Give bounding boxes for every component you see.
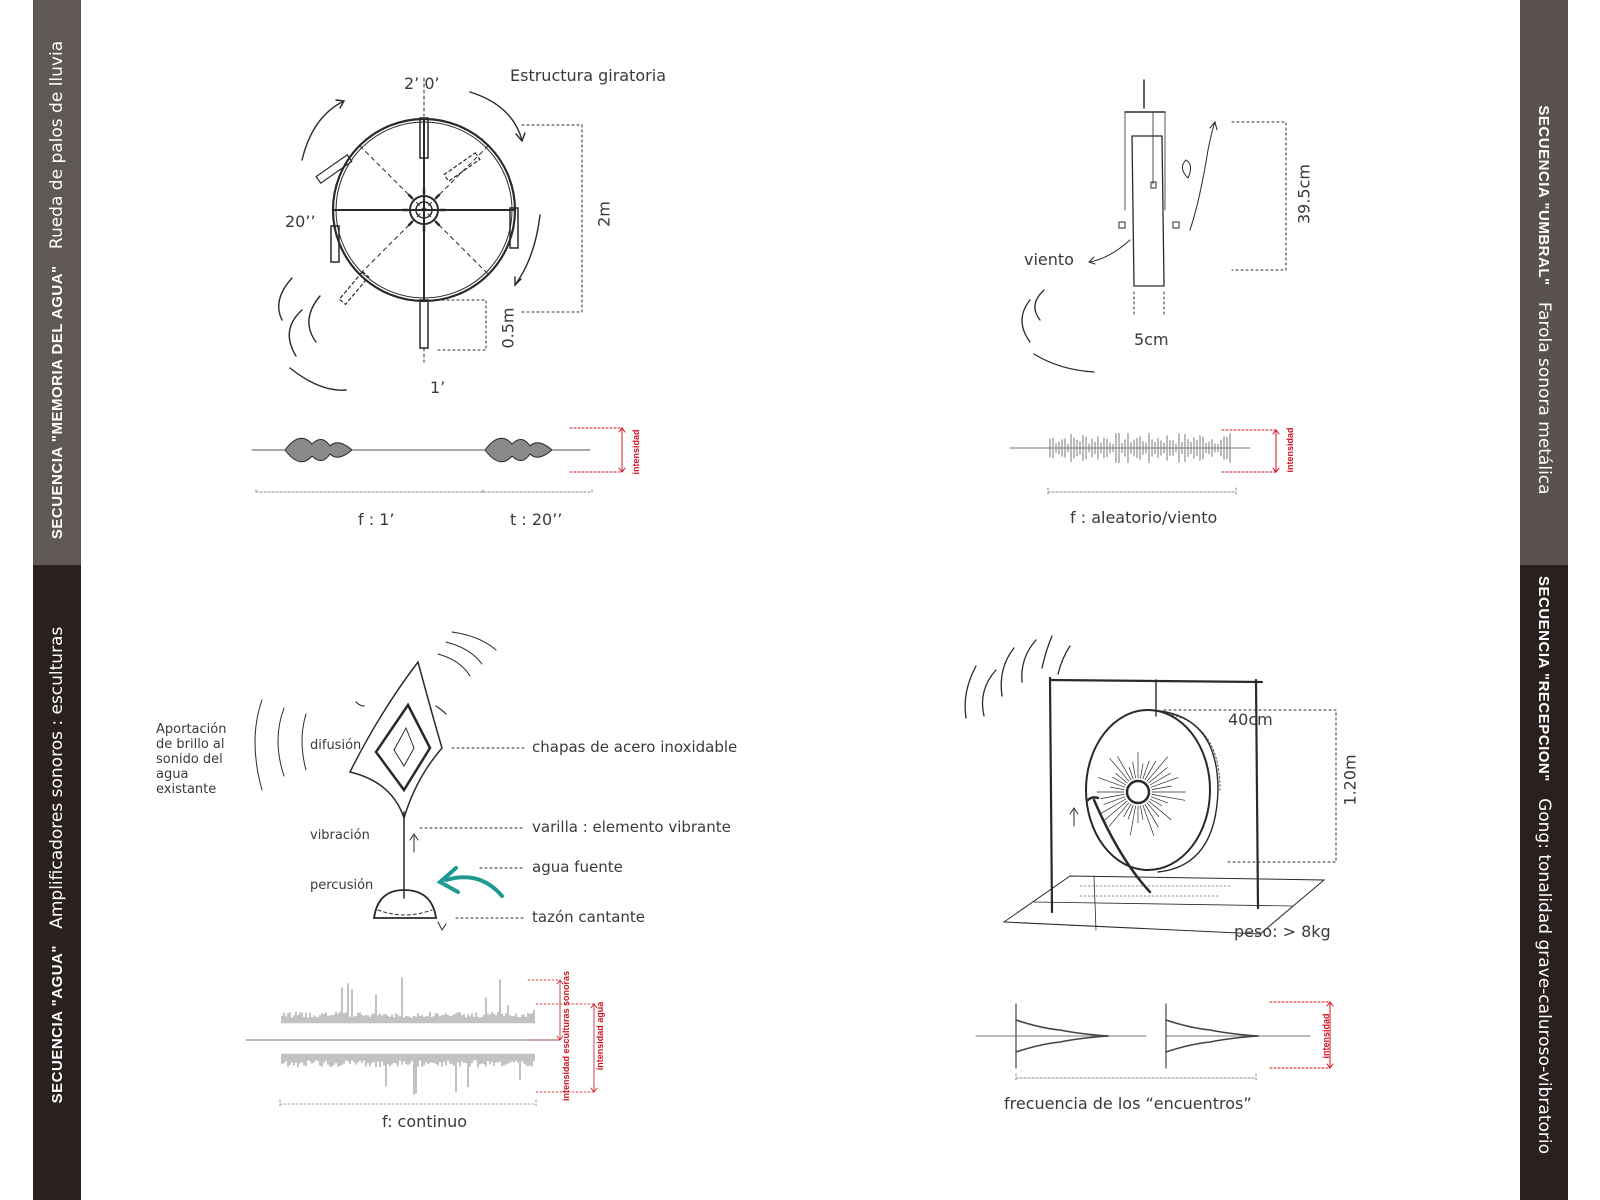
wheel-bottom-label: 1’ [430,378,446,397]
gong-ray [1109,786,1125,790]
wheel-title: Estructura giratoria [510,66,666,85]
lamp-freq-label: f : aleatorio/viento [1070,508,1218,527]
gong-width-label: 40cm [1228,710,1273,729]
wheel-time-label: t : 20’’ [510,510,563,529]
gong-ray [1142,804,1155,836]
sculpture-note: Aportación de brillo al sonido del agua … [156,722,227,797]
wheel-stick-label: 0.5m [498,307,518,349]
gong-ray [1144,803,1159,828]
gong-ray [1142,760,1150,780]
wheel-top-label: 2’ 0’ [404,74,440,93]
lamp-drawing [1021,79,1287,373]
band-recepcion: SECUENCIA "RECEPCION" Gong: tonalidad gr… [1520,565,1568,1200]
sculpture-intensity-sculptures-label: intensidad esculturas sonoras [561,970,571,1102]
gong-ray [1148,800,1172,821]
wheel-intensity-label: intensidad [631,429,641,475]
wheel-freq-label: f : 1’ [358,510,395,529]
sculpture-fountain-label: agua fuente [532,858,623,876]
gong-ray [1109,757,1130,782]
sculpture-drawing [254,631,525,931]
lamp-width-label: 5cm [1134,330,1169,349]
sculpture-bowl-label: tazón cantante [532,908,646,926]
sculpture-diffusion-label: difusión [310,738,362,753]
wheel-drawing [278,77,583,391]
gong-ray [1117,756,1132,781]
gong-ray [1100,794,1125,799]
gong-ray [1130,805,1136,836]
gong-ray [1150,777,1179,788]
sculpture-percussion-label: percusión [310,878,374,893]
gong-intensity-label: intensidad [1321,1013,1331,1059]
gong-ray [1149,798,1162,806]
gong-ray [1149,772,1171,786]
band-memoria: SECUENCIA "MEMORIA DEL AGUA" Rueda de pa… [33,0,81,565]
gong-ray [1146,756,1168,782]
wheel-height-label: 2m [594,201,614,227]
gong-freq-label: frecuencia de los “encuentros” [1004,1094,1252,1113]
gong-height-label: 1.20m [1340,754,1360,806]
sculpture-waveform [245,977,598,1107]
gong-ray [1140,805,1144,821]
gong-ray [1151,794,1186,801]
gong-ray [1140,763,1144,779]
lamp-waveform [1009,429,1280,495]
lamp-height-label: 39.5cm [1294,163,1314,225]
gong-ray [1146,802,1160,817]
gong-ray [1151,785,1172,790]
sculpture-rod-label: varilla : elemento vibrante [532,818,731,836]
lamp-intensity-label: intensidad [1285,427,1295,473]
gong-ray [1132,761,1136,779]
band-umbral: SECUENCIA "UMBRAL" Farola sonora metálic… [1520,0,1568,565]
gong-ray [1148,767,1168,784]
gong-weight-label: peso: > 8kg [1234,922,1331,941]
sculpture-vibration-label: vibración [310,828,370,843]
wheel-left-label: 20’’ [285,212,316,231]
gong-ray [1127,804,1134,820]
gong-ray [1104,800,1128,821]
sculpture-freq-label: f: continuo [382,1112,468,1131]
wheel-waveform [251,427,626,495]
gong-waveform [975,1001,1334,1081]
gong-ray [1108,802,1130,827]
gong-ray [1099,798,1127,815]
lamp-wind-label: viento [1024,250,1074,269]
sculpture-plates-label: chapas de acero inoxidable [532,738,738,756]
gong-ray [1150,796,1169,804]
gong-drawing [964,635,1337,935]
gong-ray [1098,777,1126,788]
gong-ray [1103,796,1126,805]
sculpture-intensity-water-label: intensidad agua [595,1001,605,1071]
gong-ray [1128,767,1134,780]
gong-ray [1144,760,1157,781]
gong-ray [1123,803,1132,818]
gong-ray [1115,773,1128,784]
band-agua: SECUENCIA "AGUA" Amplificadores sonoros … [33,565,81,1200]
gong-ray [1112,776,1127,786]
